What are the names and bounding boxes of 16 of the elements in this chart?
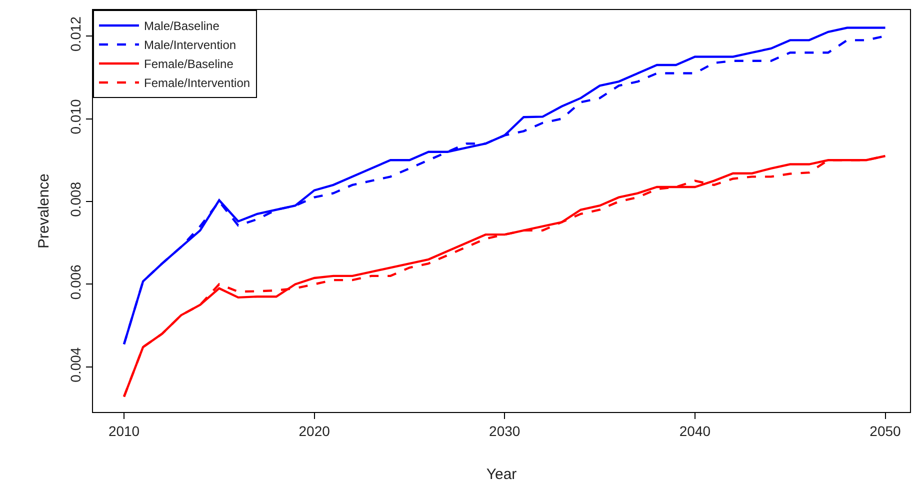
legend-label: Male/Intervention [144, 38, 236, 52]
x-tick-label: 2010 [108, 422, 140, 439]
y-axis-title: Prevalence [36, 173, 53, 249]
y-tick-label: 0.004 [67, 347, 84, 382]
legend-label: Female/Intervention [144, 76, 250, 90]
y-tick-label: 0.010 [67, 98, 84, 134]
x-tick-label: 2050 [870, 422, 902, 439]
y-tick-label: 0.008 [67, 182, 84, 217]
legend-label: Female/Baseline [144, 57, 234, 72]
y-tick-label: 0.012 [67, 16, 84, 52]
legend-label: Male/Baseline [144, 19, 220, 34]
x-axis-title: Year [486, 466, 517, 483]
x-tick-label: 2030 [489, 422, 520, 439]
x-tick-label: 2020 [298, 422, 330, 439]
x-tick-label: 2040 [679, 422, 711, 439]
y-tick-label: 0.006 [67, 264, 84, 300]
